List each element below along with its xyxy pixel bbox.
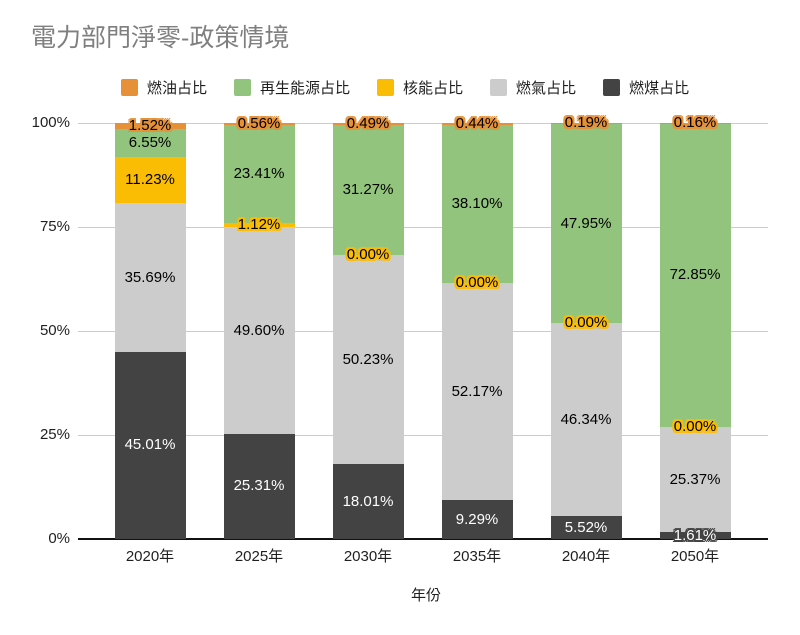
gridline-100 — [78, 122, 768, 124]
bar-segment-燃油占比 — [550, 123, 622, 124]
legend-swatch — [377, 79, 395, 96]
y-tick-label-0%: 0% — [48, 530, 70, 547]
legend-item-2: 核能占比 — [377, 77, 463, 98]
bar-value-label-核能占比: 0.00% — [455, 274, 499, 292]
bar-2050年: 1.61% 25.37% 0.00% 72.85% 0.16% — [659, 114, 731, 544]
legend-swatch — [603, 79, 621, 96]
bar-value-label-再生能源占比: 23.41% — [233, 165, 285, 183]
x-tick-label-2050年: 2050年 — [670, 548, 720, 565]
bar-value-label-燃氣占比: 46.34% — [560, 410, 612, 428]
bar-value-label-燃油占比: 0.19% — [564, 114, 608, 132]
bar-value-label-燃油占比: 0.44% — [455, 114, 499, 132]
bar-segment-燃氣占比 — [659, 426, 731, 533]
gridline-75 — [78, 226, 768, 228]
legend-item-1: 再生能源占比 — [234, 77, 350, 98]
bar-segment-燃油占比 — [223, 123, 295, 126]
bar-2020年: 45.01% 35.69% 11.23% 6.55% 1.52% — [114, 117, 186, 539]
legend-swatch — [234, 79, 252, 96]
x-tick-label-2035年: 2035年 — [452, 548, 502, 565]
bar-value-label-燃氣占比: 35.69% — [124, 268, 176, 286]
bar-segment-再生能源占比 — [659, 123, 731, 427]
bar-segment-燃氣占比 — [223, 227, 295, 434]
bar-value-label-燃煤占比: 1.61% — [673, 526, 717, 544]
bar-value-label-燃煤占比: 5.52% — [564, 518, 608, 536]
bar-segment-燃油占比 — [114, 123, 186, 130]
bar-2030年: 18.01% 50.23% 0.00% 31.27% 0.49% — [332, 115, 404, 539]
chart-title: 電力部門淨零-政策情境 — [31, 24, 290, 52]
bar-segment-燃煤占比 — [441, 500, 513, 539]
bar-segment-燃油占比 — [659, 123, 731, 124]
bar-value-label-核能占比: 0.00% — [346, 246, 390, 264]
bar-segment-燃煤占比 — [332, 464, 404, 539]
y-tick-label-75%: 75% — [39, 218, 70, 235]
bar-value-label-燃氣占比: 49.60% — [233, 321, 285, 339]
bar-segment-燃氣占比 — [332, 255, 404, 465]
bar-segment-再生能源占比 — [441, 124, 513, 284]
bar-segment-燃煤占比 — [659, 532, 731, 539]
plot-area: 45.01% 35.69% 11.23% 6.55% 1.52% 25.31% 49.60%… — [78, 114, 768, 544]
bar-2040年: 5.52% 46.34% 0.00% 47.95% 0.19% — [550, 114, 622, 539]
bar-value-label-再生能源占比: 47.95% — [560, 214, 612, 232]
bar-2035年: 9.29% 52.17% 0.00% 38.10% 0.44% — [441, 115, 513, 539]
bar-segment-再生能源占比 — [223, 125, 295, 223]
bar-segment-再生能源占比 — [114, 129, 186, 157]
bar-value-label-燃油占比: 0.49% — [346, 115, 390, 133]
bar-value-label-核能占比: 0.00% — [673, 417, 717, 435]
bar-segment-燃氣占比 — [441, 283, 513, 501]
bar-segment-燃煤占比 — [550, 516, 622, 539]
gridline-25 — [78, 434, 768, 436]
bar-value-label-燃煤占比: 18.01% — [342, 492, 394, 510]
legend: 燃油占比 再生能源占比 核能占比 燃氣占比 燃煤占比 — [121, 77, 689, 98]
x-tick-label-2020年: 2020年 — [125, 548, 175, 565]
bar-value-label-再生能源占比: 31.27% — [342, 181, 394, 199]
legend-swatch — [121, 79, 138, 96]
bar-segment-燃氣占比 — [550, 323, 622, 517]
bar-value-label-燃煤占比: 45.01% — [124, 436, 176, 454]
bar-segment-燃煤占比 — [223, 433, 295, 539]
legend-label: 燃油占比 — [147, 80, 208, 97]
bar-segment-燃油占比 — [332, 123, 404, 126]
gridline-50 — [78, 330, 768, 332]
y-tick-label-50%: 50% — [39, 322, 70, 339]
legend-label: 核能占比 — [403, 80, 464, 97]
x-tick-label-2030年: 2030年 — [343, 548, 393, 565]
bar-value-label-燃氣占比: 50.23% — [342, 350, 394, 368]
legend-label: 燃氣占比 — [516, 80, 577, 97]
legend-item-4: 燃煤占比 — [603, 77, 689, 98]
x-tick-label-2040年: 2040年 — [561, 548, 611, 565]
legend-item-0: 燃油占比 — [121, 77, 207, 98]
bar-value-label-再生能源占比: 38.10% — [451, 195, 503, 213]
bar-segment-燃煤占比 — [114, 351, 186, 539]
bar-value-label-燃煤占比: 25.31% — [233, 477, 285, 495]
bar-2025年: 25.31% 49.60% 1.12% 23.41% 0.56% — [223, 115, 295, 539]
bar-segment-核能占比 — [223, 222, 295, 228]
bar-value-label-燃油占比: 1.52% — [128, 117, 172, 135]
bar-value-label-燃氣占比: 25.37% — [669, 470, 721, 488]
bar-value-label-核能占比: 0.00% — [564, 314, 608, 332]
bar-value-label-燃油占比: 0.56% — [237, 115, 281, 133]
bar-value-label-燃煤占比: 9.29% — [455, 510, 499, 528]
bar-value-label-燃氣占比: 52.17% — [451, 382, 503, 400]
legend-label: 燃煤占比 — [629, 80, 690, 97]
bar-value-label-核能占比: 1.12% — [237, 216, 281, 234]
bar-value-label-再生能源占比: 72.85% — [669, 266, 721, 284]
legend-label: 再生能源占比 — [260, 80, 351, 97]
legend-swatch — [490, 79, 508, 96]
x-axis-title: 年份 — [410, 587, 441, 604]
legend-item-3: 燃氣占比 — [490, 77, 576, 98]
bar-segment-燃油占比 — [441, 123, 513, 125]
x-axis-line — [78, 538, 768, 540]
bar-value-label-核能占比: 11.23% — [125, 170, 175, 188]
bar-segment-燃氣占比 — [114, 203, 186, 352]
y-tick-label-25%: 25% — [39, 426, 70, 443]
y-tick-label-100%: 100% — [31, 114, 70, 131]
bar-value-label-燃油占比: 0.16% — [673, 114, 717, 132]
bar-value-label-再生能源占比: 6.55% — [128, 133, 172, 151]
bar-segment-核能占比 — [114, 156, 186, 204]
x-tick-label-2025年: 2025年 — [234, 548, 284, 565]
bar-segment-再生能源占比 — [332, 125, 404, 256]
bar-segment-再生能源占比 — [550, 123, 622, 324]
